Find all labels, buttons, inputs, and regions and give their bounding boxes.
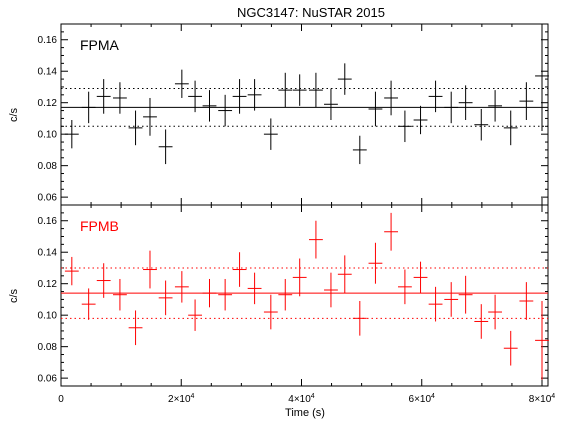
data-point xyxy=(188,80,202,113)
data-point xyxy=(64,120,79,149)
data-point xyxy=(218,278,233,311)
data-point xyxy=(535,24,549,132)
x-tick-label: 0 xyxy=(58,394,64,405)
data-point xyxy=(128,110,143,146)
data-point xyxy=(444,282,459,317)
data-point xyxy=(278,278,293,311)
data-point xyxy=(368,91,383,127)
data-point xyxy=(519,282,534,320)
data-point xyxy=(174,271,189,303)
fpma-points xyxy=(64,24,549,165)
y-tick-label: 0.06 xyxy=(38,374,58,385)
y-tick-label: 0.14 xyxy=(38,67,58,78)
fpma-mean-lines xyxy=(61,88,548,127)
x-tick-label: 2×104 xyxy=(168,393,195,405)
data-point xyxy=(247,272,262,305)
data-point xyxy=(263,294,278,330)
data-point xyxy=(474,304,489,339)
data-point xyxy=(158,280,173,316)
data-point xyxy=(384,212,398,251)
y-tick-label: 0.14 xyxy=(38,248,58,259)
data-point xyxy=(309,72,323,108)
data-point xyxy=(397,110,412,143)
data-point xyxy=(337,255,352,294)
data-point xyxy=(143,250,157,289)
panel-fpma-frame xyxy=(60,23,549,206)
data-point xyxy=(96,79,111,114)
y-tick-label: 0.12 xyxy=(38,98,58,109)
data-point xyxy=(96,263,111,298)
fpma-ticks: 0.06 0.08 0.10 0.12 0.14 0.16 xyxy=(38,23,548,205)
data-point xyxy=(384,80,398,116)
data-point xyxy=(444,91,459,124)
data-point xyxy=(81,288,96,320)
data-point xyxy=(278,72,293,108)
y-tick-label: 0.08 xyxy=(38,342,58,353)
fpmb-ticks: 0.06 0.08 0.10 0.12 0.14 0.16 xyxy=(38,204,548,386)
data-point xyxy=(352,301,367,336)
data-point xyxy=(81,91,96,124)
data-point xyxy=(309,220,323,259)
y-tick-label: 0.16 xyxy=(38,35,58,46)
y-tick-label: 0.10 xyxy=(38,130,58,141)
x-tick-label: 6×104 xyxy=(409,393,436,405)
fpmb-points xyxy=(64,212,549,380)
y-tick-label: 0.06 xyxy=(38,193,58,204)
data-point xyxy=(232,252,247,287)
panel-fpma: 0.06 0.08 0.10 0.12 0.14 0.16 FPMA c/s xyxy=(8,23,549,206)
data-point xyxy=(503,110,518,146)
panel-label-fpmb: FPMB xyxy=(80,218,119,234)
data-point xyxy=(113,278,127,311)
data-point xyxy=(64,256,79,286)
y-tick-label: 0.16 xyxy=(38,216,58,227)
data-point xyxy=(458,275,473,314)
data-point xyxy=(188,299,202,331)
data-point xyxy=(158,129,173,165)
data-point xyxy=(202,278,217,308)
fpmb-mean-lines xyxy=(61,267,548,319)
data-point xyxy=(232,79,247,114)
chart-title: NGC3147: NuSTAR 2015 xyxy=(237,5,385,20)
data-point xyxy=(519,82,534,121)
data-point xyxy=(413,105,428,135)
data-point xyxy=(397,269,412,305)
data-point xyxy=(174,69,189,98)
x-tick-label: 8×104 xyxy=(529,393,556,405)
data-point xyxy=(337,63,352,95)
data-point xyxy=(324,88,338,121)
data-point xyxy=(202,90,217,122)
data-point xyxy=(535,301,549,380)
data-point xyxy=(474,108,489,141)
panel-label-fpma: FPMA xyxy=(80,37,120,53)
data-point xyxy=(113,82,127,114)
x-axis-label: Time (s) xyxy=(285,407,325,419)
data-point xyxy=(218,94,233,127)
data-point xyxy=(143,97,157,136)
x-tick-label: 4×104 xyxy=(288,393,315,405)
data-point xyxy=(247,79,262,111)
data-point xyxy=(128,310,143,346)
data-point xyxy=(292,258,307,297)
data-point xyxy=(352,135,367,165)
y-axis-label-fpmb: c/s xyxy=(8,288,20,303)
data-point xyxy=(292,74,307,106)
y-axis-label-fpma: c/s xyxy=(8,107,20,122)
data-point xyxy=(368,242,383,284)
data-point xyxy=(458,85,473,121)
data-point xyxy=(428,286,443,322)
data-point xyxy=(428,80,443,113)
x-tick-labels: 0 2×104 4×104 6×104 8×104 xyxy=(58,393,555,405)
y-tick-label: 0.10 xyxy=(38,311,58,322)
data-point xyxy=(413,261,428,294)
panel-fpmb-frame xyxy=(60,204,549,387)
data-point xyxy=(263,118,278,150)
data-point xyxy=(488,294,503,330)
data-point xyxy=(503,330,518,366)
y-tick-label: 0.12 xyxy=(38,279,58,290)
data-point xyxy=(324,272,338,308)
y-tick-label: 0.08 xyxy=(38,161,58,172)
data-point xyxy=(488,90,503,122)
panel-fpmb: 0.06 0.08 0.10 0.12 0.14 0.16 FPMB c/s xyxy=(8,204,549,387)
